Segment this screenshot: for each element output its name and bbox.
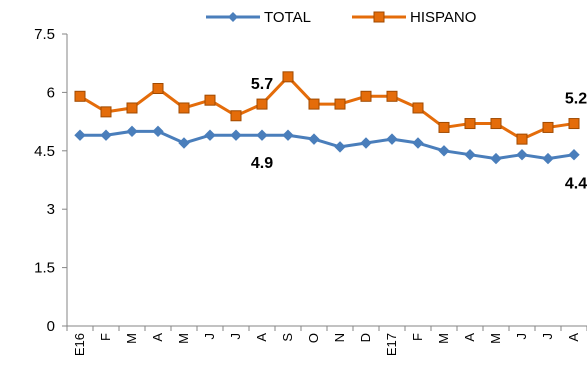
x-category-label: A [566,333,581,342]
legend-marker [373,11,385,23]
x-category-label: M [436,333,451,344]
data-point-hispano [464,118,476,130]
data-point-hispano [334,98,346,110]
data-point-hispano [74,90,86,102]
y-tick-label: 7.5 [34,26,55,43]
legend-marker [228,12,238,22]
legend: TOTAL HISPANO [206,9,476,26]
x-category-label: J [202,333,217,340]
data-point-hispano [568,118,580,130]
data-point-total [516,148,528,161]
data-point-hispano [438,121,450,133]
y-tick-label: 4.5 [34,143,55,160]
data-point-hispano [360,90,372,102]
x-category-label: O [306,333,321,343]
series-markers [74,71,580,165]
x-category-label: M [488,333,503,344]
data-point-total [256,129,268,141]
data-point-total [204,129,216,141]
x-category-label: J [540,333,555,340]
data-point-hispano [152,83,164,95]
data-point-hispano [100,106,112,118]
data-point-total [74,129,86,141]
x-category-label: J [514,333,529,340]
legend-label: TOTAL [264,9,311,26]
data-point-hispano [230,110,242,122]
data-point-hispano [542,121,554,133]
legend-label: HISPANO [410,9,476,26]
data-annotation: 5.7 [251,76,273,93]
x-category-label: F [410,333,425,341]
x-category-label: S [280,333,295,342]
data-point-total [438,145,450,157]
data-point-total [126,125,138,138]
y-tick-label: 3 [47,201,55,218]
data-point-total [542,152,554,165]
axes: 0 1.5 3 4.5 6 7.5 E16 F M A M J J A S O N D E17 F M A M J J A [34,26,587,356]
data-point-total [464,148,476,161]
data-point-hispano [412,102,424,114]
data-point-hispano [178,102,190,114]
y-tick-label: 6 [47,84,55,101]
data-point-hispano [126,102,138,114]
data-point-total [308,133,320,145]
x-category-label: E16 [72,333,87,356]
data-point-total [386,133,398,145]
x-category-label: D [358,333,373,342]
x-category-label: A [462,333,477,342]
x-category-label: M [176,333,191,344]
data-point-total [178,137,190,149]
data-point-total [282,129,294,141]
data-point-hispano [490,118,502,130]
data-point-hispano [204,94,216,106]
data-point-hispano [282,71,294,83]
x-category-label: J [228,333,243,340]
data-point-total [490,152,502,165]
data-point-total [334,141,346,153]
series-line-total [80,129,575,161]
data-point-total [230,129,242,141]
data-point-hispano [386,90,398,102]
data-annotation: 4.9 [251,155,273,172]
data-point-hispano [256,98,268,110]
data-point-total [360,137,372,149]
x-category-label: F [98,333,113,341]
data-point-hispano [516,133,528,145]
x-category-label: A [254,333,269,342]
data-point-hispano [308,98,320,110]
data-annotation: 4.4 [565,176,587,193]
data-annotation: 5.2 [565,91,587,108]
annotations: 5.7 4.9 5.2 4.4 [251,76,587,193]
x-category-label: E17 [384,333,399,356]
y-tick-label: 1.5 [34,260,55,277]
data-point-total [412,137,424,149]
data-point-total [152,125,164,138]
y-tick-label: 0 [47,318,55,335]
data-point-total [568,148,580,161]
x-category-label: A [150,333,165,342]
data-point-total [100,129,112,141]
x-category-label: M [124,333,139,344]
x-category-label: N [332,333,347,342]
